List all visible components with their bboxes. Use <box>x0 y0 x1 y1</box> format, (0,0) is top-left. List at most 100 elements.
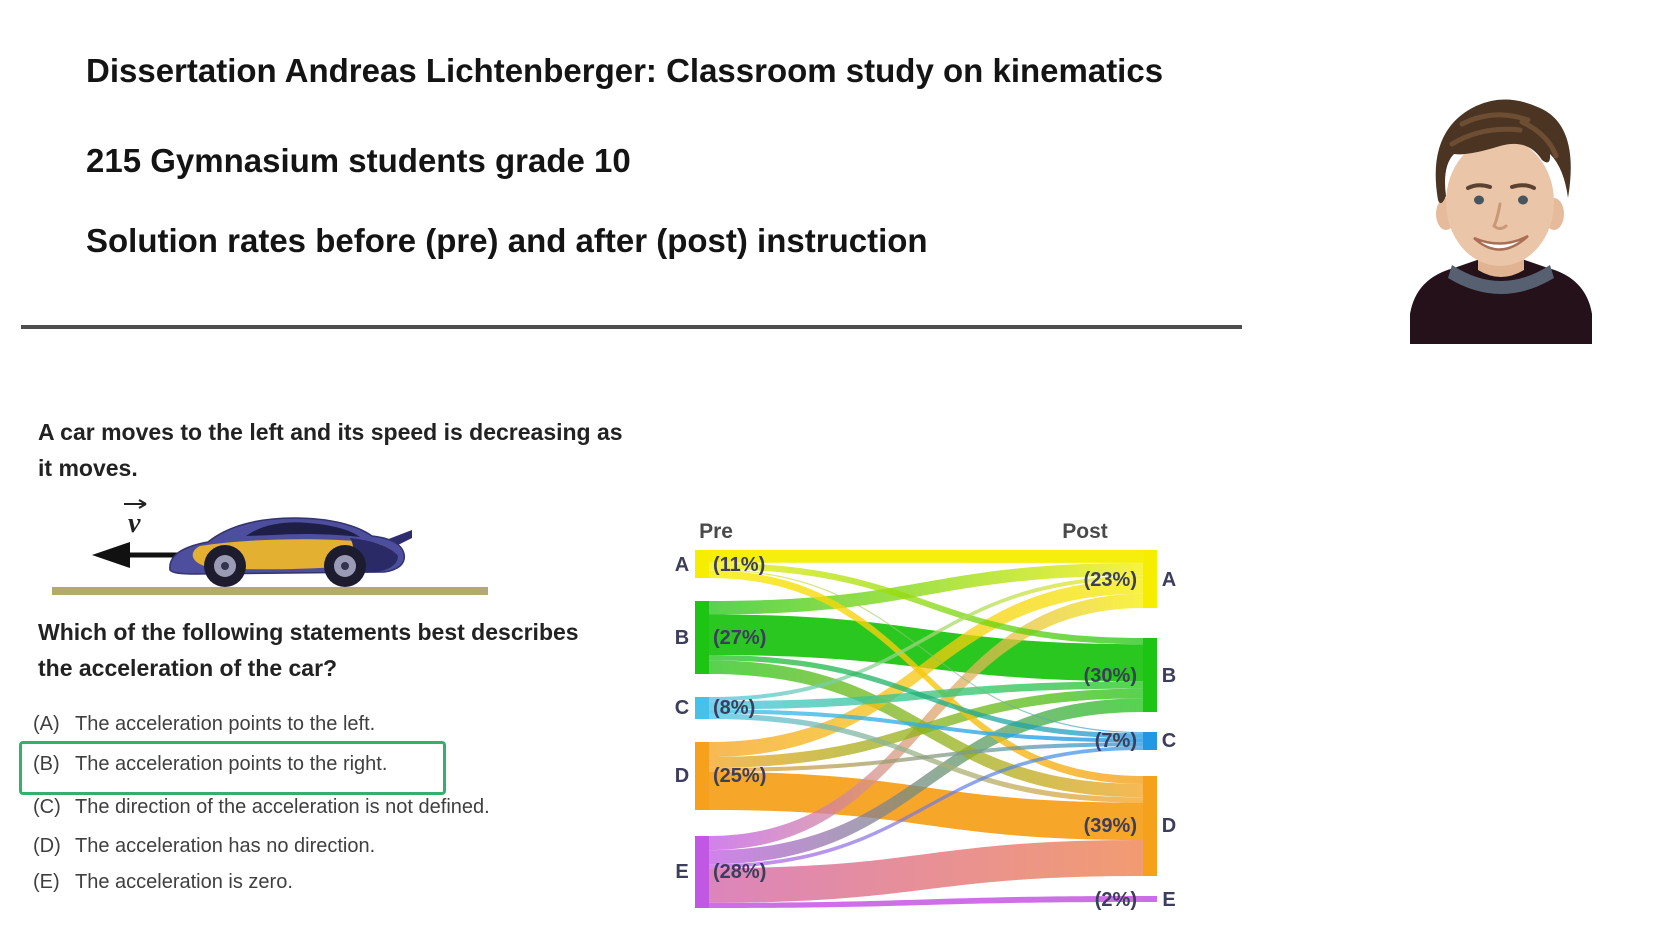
horizontal-divider <box>21 325 1242 329</box>
pre-node-B <box>695 601 709 674</box>
nose <box>1492 202 1508 230</box>
sankey-nodes <box>695 550 1157 908</box>
hair-highlights <box>1449 112 1559 159</box>
flow-D-B <box>709 688 1143 768</box>
flow-B-C <box>709 655 1143 739</box>
pre-pct-D: (25%) <box>713 765 766 787</box>
flow-A-B <box>709 562 1143 645</box>
flow-E-A <box>709 593 1143 851</box>
post-node-E <box>1143 896 1157 902</box>
car-illustration <box>169 517 412 587</box>
option-d-key: (D) <box>33 835 61 857</box>
pre-node-C <box>695 697 709 719</box>
flow-A-C <box>709 569 1143 734</box>
pre-column-header: Pre <box>699 520 733 543</box>
option-c: (C) The direction of the acceleration is … <box>33 796 490 819</box>
title-line-3: Solution rates before (pre) and after (p… <box>86 222 928 259</box>
sankey-flows <box>709 550 1143 908</box>
velocity-vector-label: v <box>128 508 141 539</box>
post-label-A: A <box>1162 569 1176 591</box>
pre-pct-E: (28%) <box>713 861 766 883</box>
option-a: (A) The acceleration points to the left. <box>33 713 375 736</box>
question-stem-line1: Which of the following statements best d… <box>38 619 579 645</box>
post-node-A <box>1143 550 1157 608</box>
option-e-text: The acceleration is zero. <box>75 871 293 893</box>
post-pct-D: (39%) <box>1084 815 1137 837</box>
sankey-labels: A (11%) B (27%) C (8%) D (25%) E (28%) (… <box>675 554 1176 911</box>
post-label-B: B <box>1162 665 1176 687</box>
car-rear-hub <box>341 562 349 570</box>
question-stem-line2: the acceleration of the car? <box>38 655 338 681</box>
car-front-hub <box>221 562 229 570</box>
option-b-key: (B) <box>33 753 60 775</box>
option-e-key: (E) <box>33 871 60 893</box>
option-b-text: The acceleration points to the right. <box>75 753 388 775</box>
pre-label-E: E <box>675 861 688 883</box>
hair <box>1435 99 1571 204</box>
option-b: (B) The acceleration points to the right. <box>33 753 387 776</box>
flow-B-B <box>709 614 1143 682</box>
post-pct-E: (2%) <box>1095 889 1137 911</box>
researcher-portrait-photo <box>1402 72 1600 344</box>
pre-node-D <box>695 742 709 810</box>
flow-C-C <box>709 709 1143 743</box>
post-label-D: D <box>1162 815 1176 837</box>
option-c-text: The direction of the acceleration is not… <box>75 796 490 818</box>
flow-A-A <box>709 550 1143 563</box>
question-stem: Which of the following statements best d… <box>38 614 579 686</box>
pre-label-D: D <box>675 765 689 787</box>
flow-D-C <box>709 742 1143 772</box>
post-pct-B: (30%) <box>1084 665 1137 687</box>
option-a-key: (A) <box>33 713 60 735</box>
flow-A-D <box>709 570 1143 784</box>
velocity-arrow-head <box>92 542 130 568</box>
flow-C-A <box>709 575 1143 702</box>
option-a-text: The acceleration points to the left. <box>75 713 376 735</box>
flow-B-A <box>709 562 1143 615</box>
question-prompt-line2: it moves. <box>38 455 138 481</box>
post-label-E: E <box>1162 889 1175 911</box>
title-line-1: Dissertation Andreas Lichtenberger: Clas… <box>86 52 1164 89</box>
option-c-key: (C) <box>33 796 61 818</box>
eye-left <box>1474 195 1484 205</box>
eye-right <box>1518 195 1528 205</box>
flow-E-C <box>709 746 1143 869</box>
pre-node-E <box>695 836 709 908</box>
question-prompt: A car moves to the left and its speed is… <box>38 414 623 486</box>
velocity-arrow-shaft <box>112 552 202 558</box>
sweater-collar <box>1448 265 1554 294</box>
post-pct-C: (7%) <box>1095 730 1137 752</box>
ground-line <box>52 587 488 595</box>
flow-D-A <box>709 579 1143 757</box>
flow-E-D <box>709 840 1143 903</box>
pre-pct-C: (8%) <box>713 697 755 719</box>
face <box>1446 138 1554 266</box>
post-node-C <box>1143 732 1157 750</box>
question-prompt-line1: A car moves to the left and its speed is… <box>38 419 623 445</box>
pre-label-B: B <box>675 627 689 649</box>
title-line-2: 215 Gymnasium students grade 10 <box>86 142 631 179</box>
post-node-D <box>1143 776 1157 876</box>
pre-pct-A: (11%) <box>713 554 765 576</box>
option-d-text: The acceleration has no direction. <box>75 835 376 857</box>
car-figure: v <box>52 499 488 595</box>
pre-label-C: C <box>675 697 689 719</box>
option-d: (D) The acceleration has no direction. <box>33 835 375 858</box>
pre-post-sankey-chart: Pre Post A <box>675 520 1176 911</box>
pre-pct-B: (27%) <box>713 627 766 649</box>
pre-node-A <box>695 550 709 578</box>
correct-answer-highlight-box <box>19 741 446 795</box>
post-label-C: C <box>1162 730 1176 752</box>
eyebrows <box>1466 183 1536 190</box>
pre-label-A: A <box>675 554 689 576</box>
post-column-header: Post <box>1062 520 1108 543</box>
post-node-B <box>1143 638 1157 712</box>
vector-hat-arrow <box>124 499 147 509</box>
smile <box>1473 234 1529 251</box>
flow-E-E <box>709 896 1143 908</box>
car-windows <box>246 522 360 537</box>
flow-E-B <box>709 698 1143 865</box>
post-pct-A: (23%) <box>1084 569 1137 591</box>
option-e: (E) The acceleration is zero. <box>33 871 293 894</box>
